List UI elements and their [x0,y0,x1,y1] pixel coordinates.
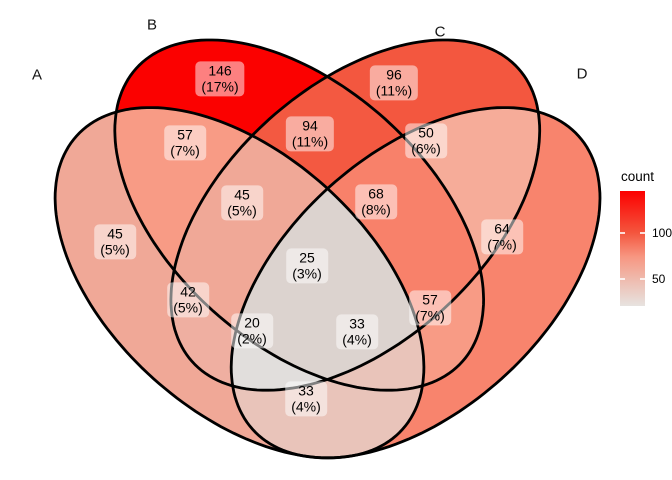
legend-tick-label: 100 [652,225,672,240]
venn-outline-D [229,106,602,460]
legend-bar-wrap: 100 50 [620,191,672,306]
venn-outline-A [53,106,426,460]
legend-tick-notch [640,231,645,234]
legend-title: count [621,169,655,184]
legend-tick-notch [640,277,645,280]
legend: count 100 50 [620,169,672,306]
legend-tick-label: 50 [652,271,666,286]
legend-tick-notch [620,277,625,280]
legend-tick-notch [620,231,625,234]
legend-gradient-bar [620,191,645,306]
